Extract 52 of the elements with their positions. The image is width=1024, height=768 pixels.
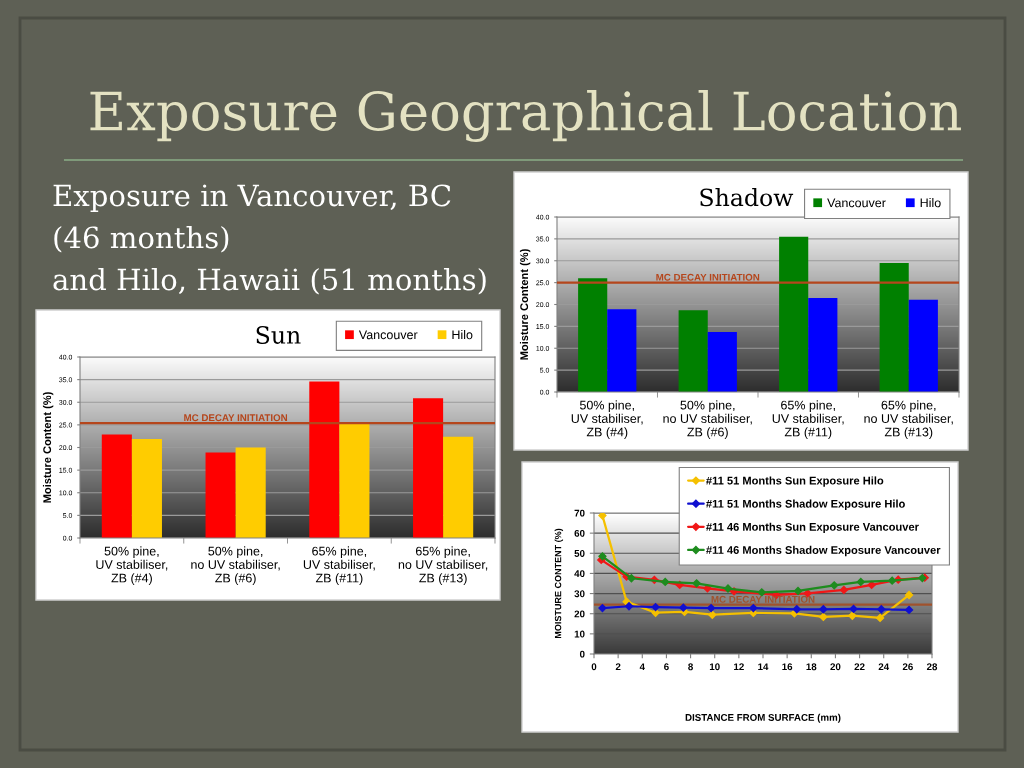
legend-label: Vancouver (358, 330, 418, 340)
x-tick-label: 65% pine, UV stabiliser, ZB (#11) (772, 400, 844, 439)
x-tick-label: 18 (806, 663, 817, 671)
legend-label: #11 51 Months Sun Exposure Hilo (706, 476, 884, 487)
x-tick-label: 16 (782, 663, 793, 671)
x-tick-label: 65% pine, no UV stabiliser, ZB (#13) (864, 400, 953, 439)
y-tick-label: 10 (574, 630, 585, 638)
x-tick-label: 50% pine, UV stabiliser, ZB (#4) (96, 546, 168, 585)
text: and Hilo, Hawaii (51 months) (53, 267, 486, 295)
legend-label: #11 46 Months Shadow Exposure Vancouver (706, 545, 941, 557)
x-tick-label: 28 (926, 663, 938, 671)
x-tick-label: 0 (591, 663, 597, 671)
x-tick-label: 2 (615, 663, 621, 671)
x-tick-label: 50% pine, no UV stabiliser, ZB (#6) (191, 546, 280, 585)
x-axis-title: DISTANCE FROM SURFACE (mm) (685, 713, 841, 723)
legend-label: #11 46 Months Sun Exposure Vancouver (706, 522, 919, 534)
y-tick-label: 0 (579, 650, 585, 658)
ref-line-label: MC DECAY INITIATION (711, 595, 815, 603)
x-tick-label: 65% pine, UV stabiliser, ZB (#11) (303, 546, 375, 585)
x-tick-label: 12 (734, 663, 744, 671)
text: (46 months) (54, 225, 229, 253)
x-tick-label: 22 (854, 663, 865, 671)
text: Exposure Geographical Location (90, 90, 961, 142)
x-tick-label: 10 (709, 663, 720, 671)
x-tick-label: 4 (639, 663, 645, 671)
y-axis-title: Moisture Content (%) (519, 249, 531, 360)
y-tick-label: 30 (574, 590, 585, 598)
legend-label: #11 51 Months Shadow Exposure Hilo (706, 499, 905, 510)
y-axis-title: MOISTURE CONTENT (%) (554, 528, 564, 639)
x-tick-label: 65% pine, no UV stabiliser, ZB (#13) (398, 546, 488, 585)
y-tick-label: 60 (574, 529, 585, 537)
x-tick-label: 24 (878, 663, 890, 671)
y-tick-label: 40 (574, 570, 585, 578)
x-tick-label: 50% pine, no UV stabiliser, ZB (#6) (663, 400, 752, 439)
chart-title: Shadow (700, 188, 794, 207)
ref-line-label: MC DECAY INITIATION (656, 273, 760, 281)
y-axis-title: Moisture Content (%) (42, 392, 54, 503)
x-tick-label: 14 (758, 663, 769, 671)
legend-label: Hilo (452, 330, 473, 340)
legend-label: Vancouver (827, 198, 886, 208)
y-tick-label: 20 (574, 610, 585, 618)
legend-label: Hilo (920, 198, 941, 208)
y-tick-label: 70 (574, 509, 585, 517)
chart-title: Sun (256, 326, 301, 344)
x-tick-label: 6 (664, 663, 669, 671)
text: Exposure in Vancouver, BC (53, 184, 451, 213)
x-tick-label: 26 (902, 663, 913, 671)
y-tick-label: 50 (574, 550, 585, 557)
x-tick-label: 50% pine, UV stabiliser, ZB (#4) (571, 400, 643, 439)
x-tick-label: 20 (830, 663, 841, 671)
ref-line-label: MC DECAY INITIATION (184, 414, 288, 422)
x-tick-label: 8 (688, 663, 693, 671)
